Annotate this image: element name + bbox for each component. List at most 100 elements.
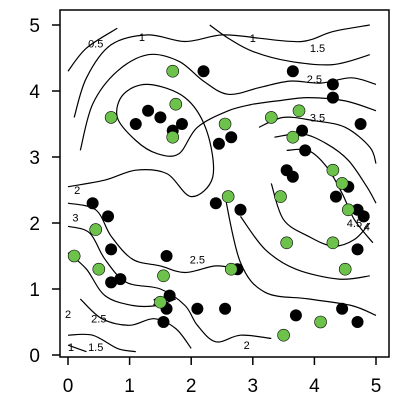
green-data-point xyxy=(341,203,355,217)
black-data-point xyxy=(354,118,367,130)
contour-line xyxy=(67,344,87,353)
contour-label: 4 xyxy=(364,221,370,233)
black-data-point xyxy=(86,197,99,210)
contour-line xyxy=(67,83,253,198)
black-data-point xyxy=(163,289,176,302)
contour-line xyxy=(270,183,371,247)
y-tick-label: 0 xyxy=(29,346,40,367)
black-data-point xyxy=(219,302,232,315)
contour-line xyxy=(73,34,260,118)
black-data-point xyxy=(102,210,115,223)
black-data-point xyxy=(154,111,167,124)
x-tick-label: 5 xyxy=(371,376,382,397)
black-data-point xyxy=(209,197,222,210)
black-data-point xyxy=(191,302,204,315)
contour-line xyxy=(67,27,118,72)
black-data-point xyxy=(299,144,312,157)
black-data-point xyxy=(286,65,299,78)
green-data-point xyxy=(218,117,232,131)
contour-line xyxy=(258,116,377,164)
y-tick-label: 4 xyxy=(29,82,40,103)
contour-line xyxy=(209,24,370,66)
contour-label: 1 xyxy=(139,32,145,44)
green-data-point xyxy=(335,177,349,190)
green-data-point xyxy=(280,236,293,250)
black-data-point xyxy=(212,137,225,150)
black-data-point xyxy=(197,65,210,78)
contour-line xyxy=(79,298,192,349)
green-data-point xyxy=(314,315,327,329)
green-data-point xyxy=(166,130,180,144)
green-data-point xyxy=(67,249,81,263)
x-tick-label: 3 xyxy=(248,376,259,397)
black-data-point xyxy=(336,302,349,315)
black-data-point xyxy=(286,170,299,183)
black-data-point xyxy=(296,124,309,137)
black-data-point xyxy=(160,250,173,262)
black-data-point xyxy=(326,91,339,104)
y-tick-label: 5 xyxy=(29,16,40,37)
x-tick-label: 4 xyxy=(309,376,320,397)
contour-label: 2.5 xyxy=(190,254,205,266)
black-data-point xyxy=(326,78,339,91)
black-data-point xyxy=(105,276,118,289)
green-data-point xyxy=(286,130,300,144)
green-data-point xyxy=(264,111,278,124)
contour-label: 2 xyxy=(65,309,71,321)
green-data-point xyxy=(292,104,306,118)
contour-lines xyxy=(67,24,377,353)
black-data-point xyxy=(234,203,247,216)
black-data-point xyxy=(157,316,170,328)
contour-label: 1.5 xyxy=(88,342,103,354)
x-tick-label: 2 xyxy=(186,376,197,397)
black-data-point xyxy=(351,316,364,328)
contour-label: 4.5 xyxy=(347,218,362,230)
contour-label: 2 xyxy=(244,340,250,352)
green-data-point xyxy=(92,262,106,276)
contour-line xyxy=(79,53,377,151)
x-tick-label: 1 xyxy=(124,376,135,397)
contour-line xyxy=(258,24,370,43)
contour-label: 2 xyxy=(74,185,80,197)
contour-line xyxy=(67,202,238,274)
x-axis: 0 1 2 3 4 5 xyxy=(63,357,382,397)
green-data-point xyxy=(326,236,340,250)
green-data-point xyxy=(169,97,183,111)
plot-frame xyxy=(59,9,390,358)
y-axis: 0 1 2 3 4 5 xyxy=(29,16,60,367)
x-tick-label: 0 xyxy=(63,376,74,397)
contour-label: 0.5 xyxy=(88,38,103,50)
green-data-point xyxy=(338,262,352,276)
green-data-point xyxy=(89,223,103,236)
y-tick-label: 1 xyxy=(29,280,40,301)
green-data-point xyxy=(274,190,287,203)
contour-label: 2.5 xyxy=(91,314,106,326)
contour-line xyxy=(240,216,370,280)
black-data-point xyxy=(351,243,364,256)
data-points xyxy=(67,64,370,342)
green-data-point xyxy=(154,295,167,309)
green-data-point xyxy=(277,328,290,342)
contour-line xyxy=(252,96,377,112)
contour-line xyxy=(67,333,136,353)
green-data-point xyxy=(221,190,235,203)
green-data-point xyxy=(326,163,340,177)
y-tick-label: 3 xyxy=(29,148,40,169)
contour-label: 1 xyxy=(250,33,256,45)
black-data-point xyxy=(357,210,370,223)
green-data-point xyxy=(104,111,118,124)
contour-label: 3 xyxy=(72,213,78,225)
black-data-point xyxy=(329,190,342,203)
black-data-point xyxy=(114,273,127,286)
black-data-point xyxy=(175,118,188,130)
black-data-point xyxy=(105,243,118,256)
contour-label: 1.5 xyxy=(310,43,325,55)
contour-label: 3.5 xyxy=(310,112,325,124)
contour-label: 2.5 xyxy=(307,74,322,86)
green-data-point xyxy=(224,262,238,276)
contour-label: 1 xyxy=(68,342,74,354)
y-tick-label: 2 xyxy=(29,214,40,235)
black-data-point xyxy=(289,309,302,322)
